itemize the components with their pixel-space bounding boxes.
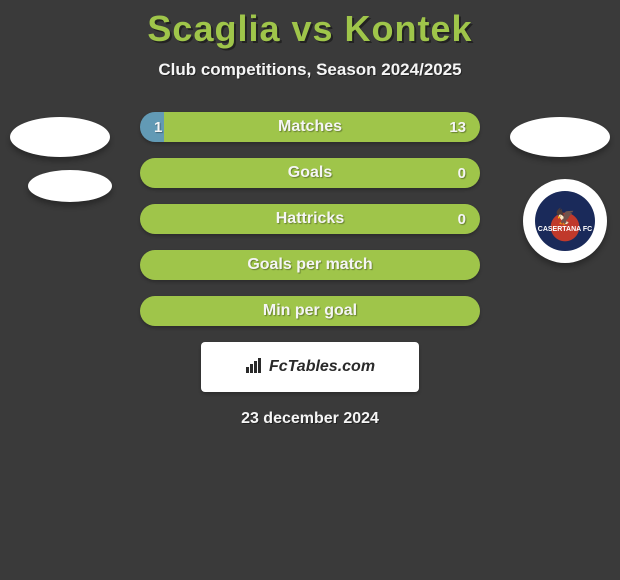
player-right-avatar: [510, 117, 610, 157]
bar-left-value: [140, 158, 168, 188]
bar-right-value: [452, 296, 480, 326]
stat-bar: Hattricks0: [140, 204, 480, 234]
stat-bar: Goals0: [140, 158, 480, 188]
stat-bar: Min per goal: [140, 296, 480, 326]
bar-right-value: 0: [444, 204, 480, 234]
bar-left-value: [140, 296, 168, 326]
stat-bar: Goals per match: [140, 250, 480, 280]
bar-left-value: [140, 250, 168, 280]
bar-label: Hattricks: [140, 204, 480, 234]
brand-badge: FcTables.com: [201, 342, 419, 392]
bar-right-value: 0: [444, 158, 480, 188]
page-subtitle: Club competitions, Season 2024/2025: [0, 60, 620, 80]
player-left-avatar: [10, 117, 110, 157]
brand-text: FcTables.com: [269, 358, 375, 376]
club-left-avatar: [28, 170, 112, 202]
bar-right-value: [452, 250, 480, 280]
bar-label: Min per goal: [140, 296, 480, 326]
bar-label: Goals: [140, 158, 480, 188]
bar-label: Goals per match: [140, 250, 480, 280]
chart-icon: [245, 356, 263, 379]
eagle-icon: 🦅: [555, 210, 575, 226]
stat-bar: Matches1 13: [140, 112, 480, 142]
footer-date: 23 december 2024: [0, 410, 620, 428]
club-right-avatar: 🦅 CASERTANA FC: [523, 179, 607, 263]
infographic-container: Scaglia vs Kontek Club competitions, Sea…: [0, 0, 620, 580]
bar-left-value: [140, 204, 168, 234]
stats-bars: Matches113Goals0Hattricks0Goals per matc…: [140, 112, 480, 326]
bar-label: Matches: [140, 112, 480, 142]
crest-label: CASERTANA FC: [538, 226, 592, 233]
page-title: Scaglia vs Kontek: [0, 0, 620, 50]
bar-left-value: 1: [140, 112, 176, 142]
bar-right-value: 13: [435, 112, 480, 142]
club-crest-icon: 🦅 CASERTANA FC: [535, 191, 595, 251]
